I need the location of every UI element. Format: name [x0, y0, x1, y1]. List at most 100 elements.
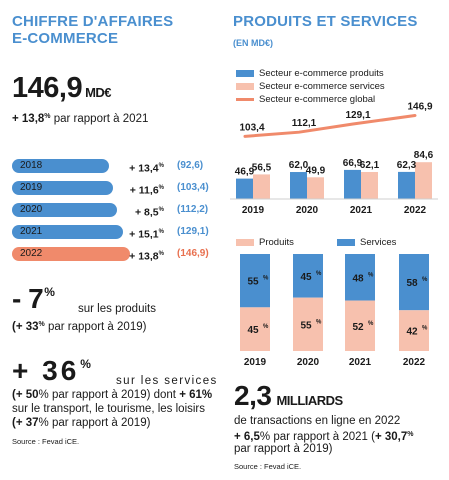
- stack-unit-services-2022: %: [422, 277, 428, 283]
- legend-services-label: Secteur e-commerce services: [259, 81, 385, 92]
- left-source: Source : Fevad iCE.: [12, 437, 80, 446]
- services-line4-a: (+ 37: [12, 417, 39, 429]
- services-line3: sur le transport, le tourisme, les loisi…: [12, 403, 206, 415]
- legend-global-swatch: [236, 98, 254, 101]
- stack-unit-products-2022: %: [422, 326, 428, 332]
- stack-label-services-2021: 48: [352, 273, 364, 284]
- revenue-bar-2019: [12, 181, 114, 195]
- products-sub-prefix: (+ 33: [12, 321, 39, 333]
- transactions-stat: 2,3 MILLIARDS: [234, 380, 343, 412]
- legend2-services-label: Services: [360, 237, 397, 248]
- stack-label-services-2019: 55: [247, 277, 259, 288]
- revenue-bar-2018: [12, 159, 110, 173]
- services-stat-unit: %: [80, 357, 94, 371]
- transactions-growth-c: + 30,7: [374, 431, 408, 443]
- stack-label-services-2020: 45: [300, 272, 312, 283]
- services-stat: + 36%: [12, 355, 94, 387]
- label-services-2022: 84,6: [414, 150, 434, 161]
- revenue-bar-2021: [12, 225, 124, 239]
- services-line2-b: % par rapport à 2019) dont: [38, 389, 176, 401]
- stack-unit-services-2019: %: [263, 276, 269, 282]
- legend-services: Secteur e-commerce services: [236, 81, 385, 92]
- services-line4-b: % par rapport à 2019): [38, 417, 151, 429]
- stack-xtick-2019: 2019: [244, 357, 267, 368]
- total-growth-text: par rapport à 2021: [53, 113, 149, 125]
- transactions-value: 2,3: [234, 380, 272, 411]
- legend-global-label: Secteur e-commerce global: [259, 94, 376, 105]
- revenue-value-2022: (146,9): [177, 248, 209, 259]
- revenue-growth-2019: + 11,6%: [129, 184, 164, 197]
- right-source: Source : Fevad iCE.: [234, 462, 302, 471]
- stack-xtick-2020: 2020: [297, 357, 320, 368]
- revenue-value-2019: (103,4): [177, 182, 209, 193]
- xtick-2020: 2020: [296, 205, 319, 216]
- label-services-2021: 62,1: [360, 160, 380, 171]
- revenue-value-2021: (129,1): [177, 226, 209, 237]
- stack-unit-products-2020: %: [316, 319, 322, 325]
- label-products-2021: 66,9: [343, 158, 363, 169]
- revenue-bar-2020: [12, 203, 117, 217]
- services-line2-a: (+ 50: [12, 389, 39, 401]
- total-growth: + 13,8% par rapport à 2021: [12, 110, 148, 126]
- transactions-growth: + 6,5% par rapport à 2021 (+ 30,7%: [234, 428, 414, 444]
- revenue-growth-2022: + 13,8%: [129, 250, 164, 263]
- right-subtitle: (EN MD€): [233, 38, 273, 48]
- revenue-bar-2022: [12, 247, 130, 261]
- left-title-line2: E-COMMERCE: [12, 30, 119, 47]
- left-title: CHIFFRE D'AFFAIRES E-COMMERCE: [12, 13, 173, 47]
- transactions-growth-a: + 6,5: [234, 431, 260, 443]
- stack-label-products-2019: 45: [247, 325, 259, 336]
- legend-products: Secteur e-commerce produits: [236, 68, 384, 79]
- stack-xtick-2022: 2022: [403, 357, 426, 368]
- total-revenue: 146,9 MD€: [12, 72, 112, 105]
- products-stat-value: - 7: [12, 283, 44, 314]
- stack-services-2020: [293, 254, 323, 298]
- stack-label-products-2021: 52: [352, 322, 364, 333]
- label-global-2019: 103,4: [239, 122, 264, 133]
- stack-label-products-2020: 55: [300, 320, 312, 331]
- legend-global: Secteur e-commerce global: [236, 94, 375, 105]
- xtick-2021: 2021: [350, 205, 373, 216]
- products-stat-text: sur les produits: [78, 303, 156, 315]
- label-global-2022: 146,9: [407, 101, 432, 112]
- revenue-growth-2021: + 15,1%: [129, 228, 164, 241]
- stack-label-services-2022: 58: [406, 278, 418, 289]
- legend-services-swatch: [236, 83, 254, 90]
- legend2-products: Produits: [236, 237, 294, 248]
- legend2-products-label: Produits: [259, 237, 294, 248]
- total-growth-pct: + 13,8: [12, 113, 45, 125]
- label-products-2020: 62,0: [289, 160, 309, 171]
- label-services-2020: 49,9: [306, 165, 326, 176]
- services-line4: (+ 37% par rapport à 2019): [12, 416, 150, 430]
- bar-products-2021: [344, 169, 361, 199]
- legend2-services-swatch: [337, 239, 355, 246]
- revenue-bar-year-2022: 2022: [20, 248, 43, 259]
- label-global-2021: 129,1: [345, 110, 370, 121]
- bar-services-2022: [415, 162, 432, 199]
- revenue-growth-2018: + 13,4%: [129, 162, 164, 175]
- stack-services-2022: [399, 254, 429, 311]
- revenue-value-2020: (112,2): [177, 204, 209, 215]
- services-line2: (+ 50% par rapport à 2019) dont + 61%: [12, 388, 212, 402]
- transactions-growth-d: %: [407, 431, 414, 438]
- legend2-services: Services: [337, 237, 396, 248]
- label-global-2020: 112,1: [292, 118, 317, 129]
- right-title: PRODUITS ET SERVICES: [233, 13, 418, 30]
- stack-products-2019: [240, 307, 270, 351]
- legend-products-label: Secteur e-commerce produits: [259, 68, 384, 79]
- label-products-2019: 46,9: [235, 167, 255, 178]
- revenue-growth-2020: + 8,5%: [135, 206, 164, 219]
- transactions-growth-e: par rapport à 2019): [234, 443, 333, 455]
- xtick-2022: 2022: [404, 205, 427, 216]
- transactions-growth-b: % par rapport à 2021 (: [259, 431, 375, 443]
- services-line2-d: %: [201, 389, 213, 401]
- left-title-line1: CHIFFRE D'AFFAIRES: [12, 13, 174, 30]
- services-line2-c: + 61: [179, 389, 202, 401]
- stack-label-products-2022: 42: [406, 327, 418, 338]
- stack-unit-services-2021: %: [368, 272, 374, 278]
- bar-services-2019: [253, 174, 270, 199]
- stack-products-2020: [293, 297, 323, 351]
- label-services-2019: 56,5: [252, 162, 272, 173]
- revenue-bar-year-2020: 2020: [20, 204, 43, 215]
